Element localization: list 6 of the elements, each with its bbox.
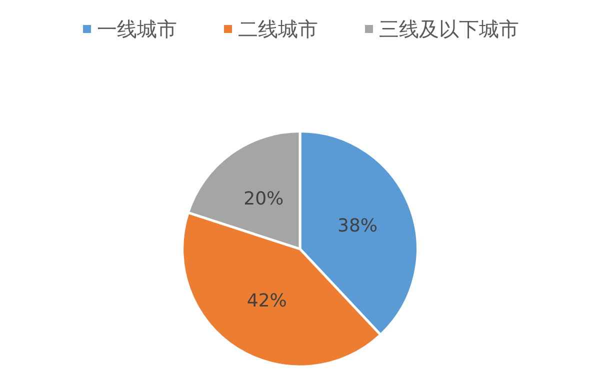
data-label: 38%: [337, 216, 378, 237]
legend-label: 一线城市: [97, 17, 177, 41]
legend-label: 三线及以下城市: [379, 17, 519, 41]
data-label: 42%: [246, 290, 287, 312]
data-label: 20%: [244, 188, 284, 210]
legend-label: 二线城市: [238, 17, 318, 41]
